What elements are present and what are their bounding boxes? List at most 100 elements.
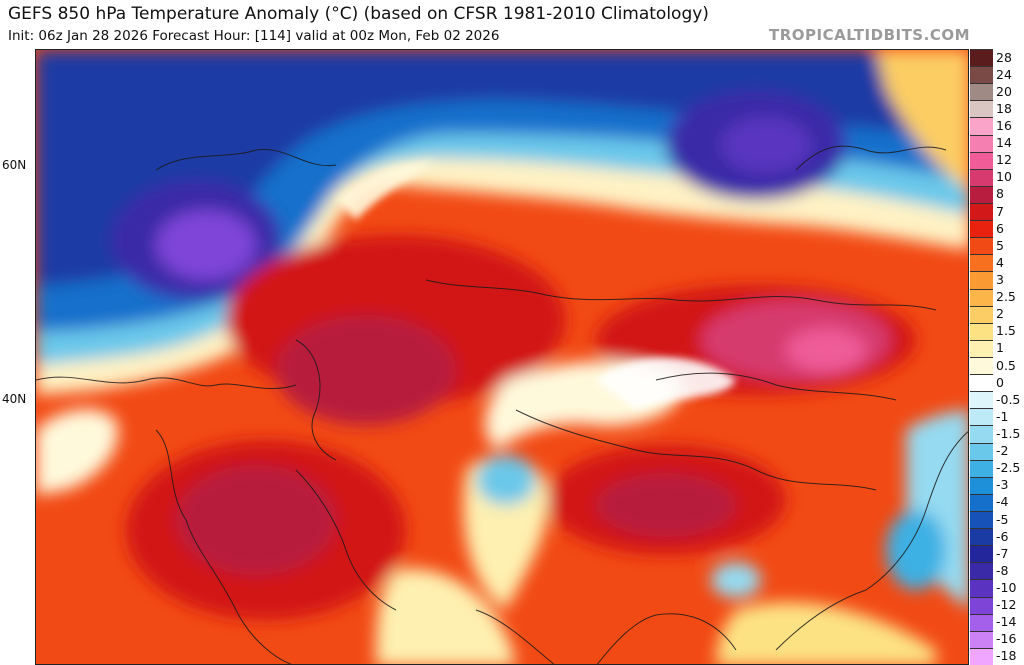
colorbar-swatch <box>970 476 993 494</box>
colorbar-label: -4 <box>996 494 1009 510</box>
colorbar-swatch <box>970 408 993 426</box>
colorbar-label: 3 <box>996 272 1004 287</box>
colorbar-label: 4 <box>996 254 1004 270</box>
coastline-persian-gulf <box>295 469 397 611</box>
coastline-black-sea <box>36 376 297 389</box>
colorbar-swatch <box>970 117 993 135</box>
colorbar-label: -2.5 <box>996 460 1021 476</box>
colorbar-label: -8 <box>996 562 1009 578</box>
colorbar-swatch <box>970 100 993 118</box>
colorbar-swatch <box>970 66 993 84</box>
colorbar-swatch <box>970 237 993 255</box>
colorbar-label: -2 <box>996 443 1009 459</box>
cold-patch-pamir <box>476 455 536 505</box>
neutral-patch-arabian-sea <box>376 568 516 664</box>
colorbar-swatch <box>970 254 993 272</box>
colorbar-label: 2 <box>996 306 1004 322</box>
colorbar-swatch <box>970 647 993 665</box>
colorbar-swatch <box>970 596 993 614</box>
colorbar-swatch <box>970 493 993 511</box>
colorbar-swatch <box>970 357 993 375</box>
coastline-red-sea <box>155 429 292 664</box>
colorbar-label: 7 <box>996 203 1004 219</box>
colorbar-label: -1.5 <box>996 426 1021 441</box>
coastline-okhotsk <box>795 145 947 171</box>
colorbar-swatch <box>970 271 993 289</box>
colorbar-swatch <box>970 442 993 460</box>
colorbar-swatch <box>970 562 993 580</box>
colorbar-label: -7 <box>996 545 1009 561</box>
anomaly-map[interactable] <box>35 49 969 665</box>
colorbar-label: 1 <box>996 340 1004 356</box>
colorbar-swatch <box>970 528 993 546</box>
colorbar-label: -18 <box>996 648 1017 664</box>
coastline-china-east <box>775 431 968 651</box>
colorbar-label: -16 <box>996 631 1017 647</box>
border-russia-south <box>425 279 937 311</box>
colorbar-swatch <box>970 305 993 323</box>
warm-core-mongolia-peak <box>786 328 866 372</box>
cold-patch-yunnan <box>711 562 761 598</box>
colorbar-swatch <box>970 459 993 477</box>
colorbar-label: -3 <box>996 477 1009 493</box>
coastline-bay-of-bengal <box>596 613 737 664</box>
colorbar-swatch <box>970 511 993 529</box>
coastline-layer <box>36 145 968 664</box>
brand-watermark: TROPICALTIDBITS.COM <box>769 26 970 44</box>
cold-core-europe-inner <box>156 210 256 280</box>
warm-northeast-edge <box>876 50 968 189</box>
colorbar-label: 28 <box>996 49 1012 65</box>
colorbar-swatch <box>970 203 993 221</box>
coastline-caspian <box>295 339 337 461</box>
neutral-patch-mediterranean <box>36 409 118 495</box>
cold-patch-east-china <box>886 510 946 590</box>
warm-core-arabia <box>176 465 336 575</box>
colorbar-label: 5 <box>996 237 1004 253</box>
colorbar-label: 1.5 <box>996 323 1016 339</box>
colorbar-label: 12 <box>996 152 1012 168</box>
colorbar-swatch <box>970 185 993 203</box>
colorbar-swatch <box>970 288 993 306</box>
anomaly-map-canvas <box>36 50 968 664</box>
colorbar-label: -14 <box>996 614 1017 630</box>
map-title: GEFS 850 hPa Temperature Anomaly (°C) (b… <box>8 4 709 24</box>
colorbar-label: 0.5 <box>996 357 1016 373</box>
colorbar-label: 10 <box>996 169 1012 185</box>
colorbar-swatch <box>970 83 993 101</box>
latitude-label-60n: 60N <box>2 158 27 172</box>
cold-core-siberia-inner <box>721 117 811 173</box>
colorbar-swatch <box>970 391 993 409</box>
warm-core-kazakhstan <box>276 315 456 425</box>
colorbar-label: -10 <box>996 580 1017 595</box>
colorbar-swatch <box>970 545 993 563</box>
colorbar-swatch <box>970 134 993 152</box>
border-mongolia <box>655 372 897 401</box>
colorbar-label: 14 <box>996 135 1012 151</box>
neutral-patch-south-china-sea <box>716 602 936 664</box>
latitude-label-40n: 40N <box>2 392 27 406</box>
colorbar-label: 16 <box>996 118 1012 133</box>
colorbar-label: -1 <box>996 408 1009 424</box>
colorbar-label: 0 <box>996 374 1004 390</box>
colorbar-swatch <box>970 168 993 186</box>
colorbar-swatch <box>970 579 993 597</box>
colorbar-label: 2.5 <box>996 289 1016 305</box>
colorbar-swatch <box>970 630 993 648</box>
map-subtitle: Init: 06z Jan 28 2026 Forecast Hour: [11… <box>8 28 500 44</box>
neutral-streak-dzungaria <box>596 357 736 410</box>
colorbar-swatch <box>970 374 993 392</box>
neutral-streak-urals <box>336 161 436 220</box>
colorbar-label: 18 <box>996 100 1012 116</box>
colorbar-swatch <box>970 151 993 169</box>
colorbar-label: -12 <box>996 597 1017 613</box>
colorbar-label: -5 <box>996 511 1009 527</box>
colorbar-label: 20 <box>996 83 1012 99</box>
colorbar-label: 8 <box>996 186 1004 202</box>
coastline-india-west <box>475 609 555 664</box>
colorbar-label: 24 <box>996 66 1012 82</box>
colorbar-swatch <box>970 339 993 357</box>
colorbar-swatch <box>970 425 993 443</box>
colorbar-swatch <box>970 322 993 340</box>
warm-core-tibet-inner <box>596 473 736 537</box>
colorbar-swatch <box>970 613 993 631</box>
